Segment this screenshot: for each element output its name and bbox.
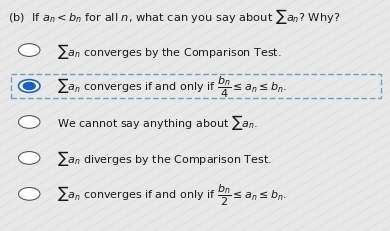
Text: $\sum a_n$ diverges by the Comparison Test.: $\sum a_n$ diverges by the Comparison Te… xyxy=(57,149,271,168)
Circle shape xyxy=(19,116,40,129)
Circle shape xyxy=(19,188,40,200)
Circle shape xyxy=(23,83,35,90)
Text: $\sum a_n$ converges by the Comparison Test.: $\sum a_n$ converges by the Comparison T… xyxy=(57,41,281,60)
Text: $\sum a_n$ converges if and only if $\dfrac{b_n}{4} \leq a_n \leq b_n$.: $\sum a_n$ converges if and only if $\df… xyxy=(57,74,286,99)
Circle shape xyxy=(19,80,40,93)
Text: $\sum a_n$ converges if and only if $\dfrac{b_n}{2} \leq a_n \leq b_n$.: $\sum a_n$ converges if and only if $\df… xyxy=(57,182,286,207)
Text: We cannot say anything about $\sum a_n$.: We cannot say anything about $\sum a_n$. xyxy=(57,113,258,132)
Text: (b)  If $a_n < b_n$ for all $n$, what can you say about $\sum a_n$? Why?: (b) If $a_n < b_n$ for all $n$, what can… xyxy=(8,7,340,26)
Circle shape xyxy=(19,44,40,57)
Circle shape xyxy=(19,152,40,164)
